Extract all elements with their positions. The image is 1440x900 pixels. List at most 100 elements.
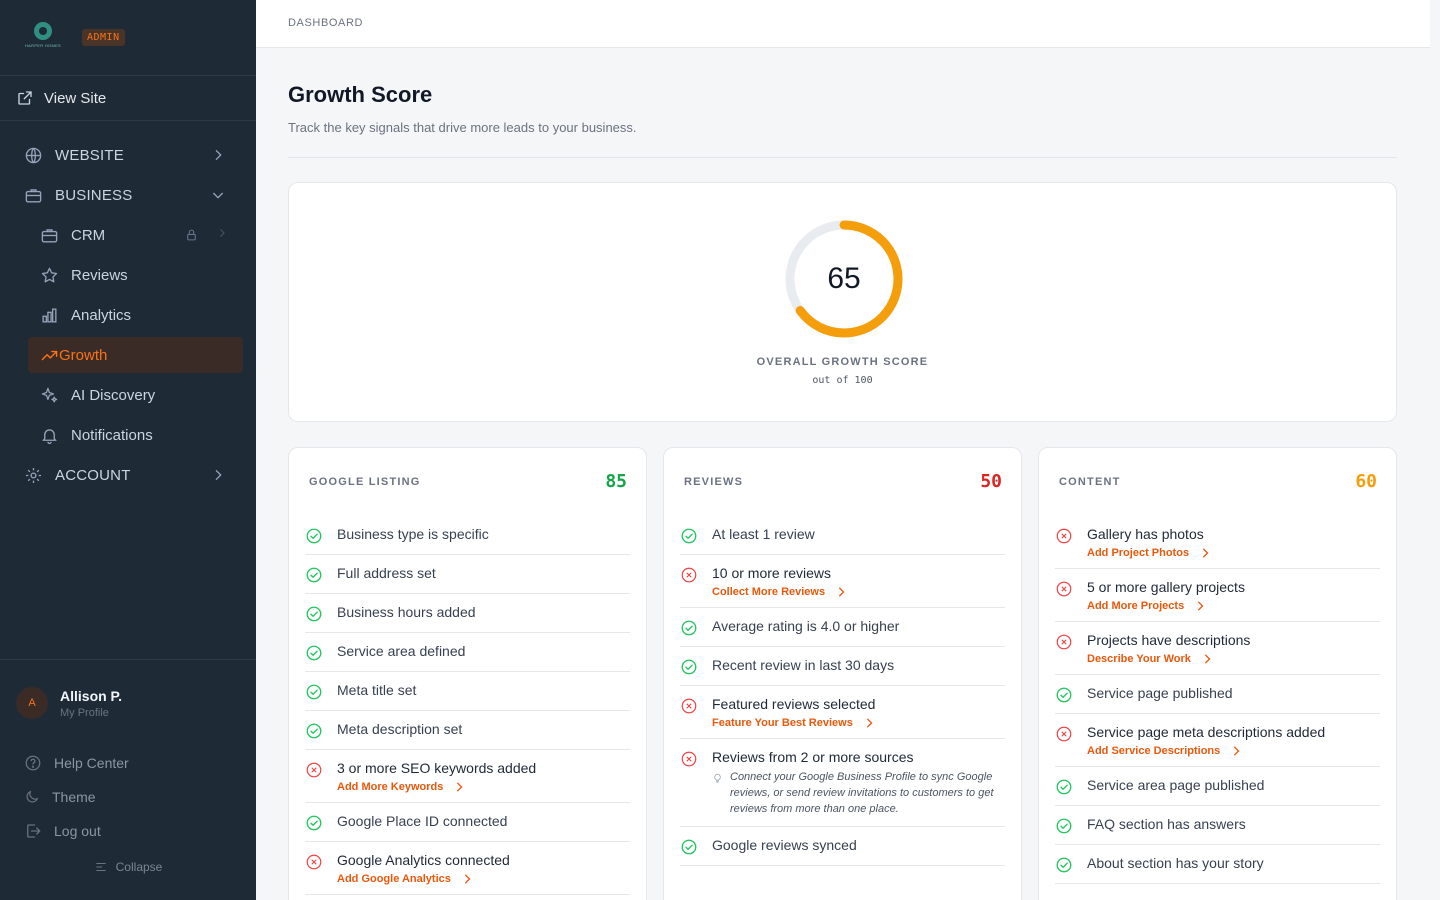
nav-crm[interactable]: CRM	[0, 215, 256, 255]
checklist-item: Business type is specific	[305, 516, 630, 555]
collapse-sidebar-button[interactable]: Collapse	[0, 860, 256, 874]
sidebar-nav: WEBSITE BUSINESS CRM Reviews Analytics G…	[0, 121, 256, 495]
nav-business[interactable]: BUSINESS	[0, 175, 256, 215]
profile-card[interactable]: A Allison P. My Profile	[0, 660, 256, 746]
company-logo[interactable]: HARPER HOMES	[22, 21, 64, 54]
checklist-item: Full address set	[305, 555, 630, 594]
action-link-label: Feature Your Best Reviews	[712, 717, 853, 729]
x-circle-icon	[680, 697, 698, 720]
check-circle-icon	[305, 722, 323, 745]
checklist-item-label: Service area defined	[337, 643, 466, 659]
page-subtitle: Track the key signals that drive more le…	[288, 120, 637, 135]
checklist-item-label: At least 1 review	[712, 526, 815, 542]
briefcase-icon	[41, 228, 58, 243]
checklist-item: Google Analytics connected Add Google Ana…	[305, 842, 630, 895]
chevron-right-icon	[1197, 654, 1211, 664]
checklist-item: Gallery has photos Add Project Photos	[1055, 516, 1380, 569]
checklist-item: Google reviews synced	[680, 827, 1005, 866]
sparkles-icon	[41, 387, 58, 402]
checklist-item-label: Business type is specific	[337, 526, 489, 542]
action-link[interactable]: Add Google Analytics	[337, 873, 630, 885]
check-circle-icon	[305, 683, 323, 706]
nav-business-label: BUSINESS	[55, 186, 133, 204]
help-center-link[interactable]: Help Center	[0, 746, 256, 780]
chevron-down-icon	[212, 192, 224, 199]
chevron-right-icon	[215, 149, 222, 161]
checklist-item: Meta title set	[305, 672, 630, 711]
lock-icon	[187, 229, 196, 241]
check-circle-icon	[305, 566, 323, 589]
theme-label: Theme	[52, 789, 96, 805]
nav-analytics-label: Analytics	[71, 306, 132, 324]
nav-website[interactable]: WEBSITE	[0, 135, 256, 175]
check-circle-icon	[680, 619, 698, 642]
checklist-item-label: Reviews from 2 or more sources	[712, 749, 914, 765]
checklist-item-label: 5 or more gallery projects	[1087, 579, 1245, 595]
chevron-right-icon	[215, 469, 222, 481]
action-link-label: Collect More Reviews	[712, 586, 826, 598]
chevron-right-icon	[220, 229, 225, 237]
checklist-item: At least 1 review	[680, 516, 1005, 555]
check-circle-icon	[1055, 778, 1073, 801]
nav-growth[interactable]: Growth	[28, 337, 243, 373]
checklist-item: Service page meta descriptions added Add …	[1055, 714, 1380, 767]
chevron-right-icon	[1226, 746, 1240, 756]
checklist-item-label: Projects have descriptions	[1087, 632, 1251, 648]
nav-growth-label: Growth	[59, 346, 108, 364]
view-site-link[interactable]: View Site	[0, 76, 256, 121]
check-circle-icon	[680, 838, 698, 861]
checklist-item-label: Business hours added	[337, 604, 476, 620]
category-cards: GOOGLE LISTING 85 Business type is speci…	[288, 447, 1397, 900]
trending-up-icon	[41, 350, 58, 360]
chevron-right-icon	[1195, 548, 1209, 558]
gear-icon	[25, 467, 42, 483]
external-link-icon	[18, 91, 32, 105]
checklist-item-label: Google reviews synced	[712, 837, 857, 853]
action-link[interactable]: Add More Projects	[1087, 600, 1380, 612]
briefcase-icon	[25, 188, 42, 203]
check-circle-icon	[305, 814, 323, 837]
checklist-item: Featured reviews selected Feature Your Be…	[680, 686, 1005, 739]
check-circle-icon	[1055, 856, 1073, 879]
checklist-item: Projects have descriptions Describe Your …	[1055, 622, 1380, 675]
logout-link[interactable]: Log out	[0, 814, 256, 848]
x-circle-icon	[680, 566, 698, 589]
chevron-right-icon	[831, 587, 845, 597]
checklist-item-label: About section has your story	[1087, 855, 1264, 871]
checklist-item: Service page published	[1055, 675, 1380, 714]
profile-name: Allison P.	[60, 687, 122, 704]
action-link[interactable]: Add More Keywords	[337, 781, 630, 793]
action-link[interactable]: Collect More Reviews	[712, 586, 1005, 598]
checklist-item: Google Place ID connected	[305, 803, 630, 842]
nav-notifications[interactable]: Notifications	[0, 415, 256, 455]
nav-crm-label: CRM	[71, 226, 106, 244]
check-circle-icon	[305, 644, 323, 667]
nav-reviews[interactable]: Reviews	[0, 255, 256, 295]
hint-text: Connect your Google Business Profile to …	[712, 769, 1005, 817]
nav-account[interactable]: ACCOUNT	[0, 455, 256, 495]
checklist-item-label: 10 or more reviews	[712, 565, 832, 581]
chevron-right-icon	[449, 782, 463, 792]
action-link[interactable]: Describe Your Work	[1087, 653, 1380, 665]
check-circle-icon	[680, 658, 698, 681]
card-score: 85	[605, 471, 627, 492]
avatar: A	[16, 687, 48, 719]
checklist-item-label: Meta title set	[337, 682, 417, 698]
chevron-right-icon	[457, 874, 471, 884]
sidebar: HARPER HOMES ADMIN View Site WEBSITE BUS…	[0, 0, 256, 900]
nav-analytics[interactable]: Analytics	[0, 295, 256, 335]
action-link-label: Add Google Analytics	[337, 873, 451, 885]
nav-ai-discovery[interactable]: AI Discovery	[0, 375, 256, 415]
action-link[interactable]: Feature Your Best Reviews	[712, 717, 1005, 729]
action-link[interactable]: Add Project Photos	[1087, 547, 1380, 559]
theme-toggle[interactable]: Theme	[0, 780, 256, 814]
checklist-item-label: 3 or more SEO keywords added	[337, 760, 537, 776]
checklist-item: Service area page published	[1055, 767, 1380, 806]
action-link-label: Add Project Photos	[1087, 547, 1190, 559]
checklist-item: Average rating is 4.0 or higher	[680, 608, 1005, 647]
chevron-right-icon	[859, 718, 873, 728]
checklist-item: 10 or more reviews Collect More Reviews	[680, 555, 1005, 608]
checklist-item-label: Gallery has photos	[1087, 526, 1204, 542]
action-link[interactable]: Add Service Descriptions	[1087, 745, 1380, 757]
google-listing-card: GOOGLE LISTING 85 Business type is speci…	[288, 447, 647, 900]
